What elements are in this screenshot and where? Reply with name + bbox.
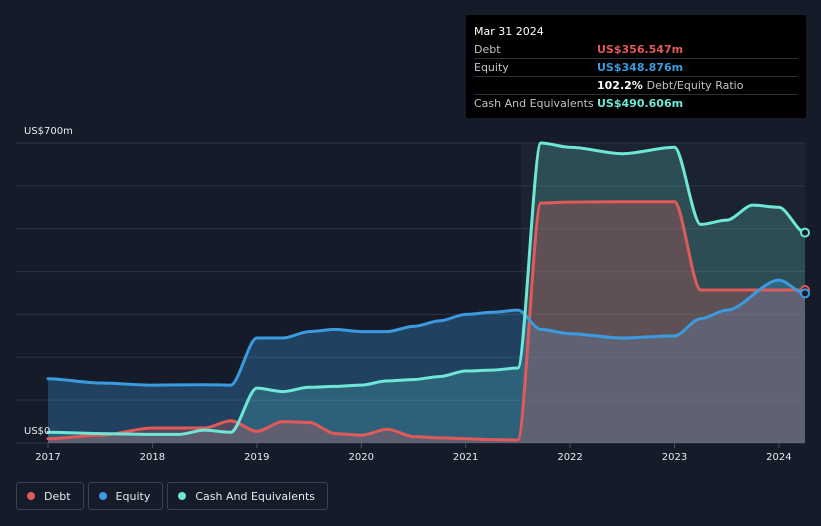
tooltip-value-ratio: 102.2% Debt/Equity Ratio bbox=[597, 77, 743, 94]
tooltip-row-cash: Cash And Equivalents US$490.606m bbox=[474, 94, 798, 112]
chart-legend: Debt Equity Cash And Equivalents bbox=[16, 482, 328, 510]
tooltip-label: Cash And Equivalents bbox=[474, 97, 594, 110]
area-equity bbox=[48, 280, 805, 443]
area-cash-and-equivalents bbox=[48, 143, 805, 443]
tooltip-label: Equity bbox=[474, 61, 509, 74]
legend-label: Debt bbox=[44, 489, 71, 503]
legend-label: Cash And Equivalents bbox=[195, 489, 315, 503]
legend-dot-cash bbox=[178, 492, 187, 500]
y-axis-labels: US$700m US$0 bbox=[24, 126, 73, 437]
tooltip-row-equity: Equity US$348.876m bbox=[474, 58, 798, 76]
y-tick-label: US$0 bbox=[24, 426, 50, 437]
legend-item-debt[interactable]: Debt bbox=[16, 482, 84, 510]
legend-dot-debt bbox=[27, 492, 35, 500]
tooltip-row-debt: Debt US$356.547m bbox=[474, 41, 798, 58]
grid-lines bbox=[16, 142, 805, 444]
y-tick-label: US$700m bbox=[24, 126, 73, 137]
x-tick-label: 2022 bbox=[557, 452, 582, 463]
tooltip-value-cash: US$490.606m bbox=[597, 97, 684, 110]
tooltip-panel: Mar 31 2024 Debt US$356.547m Equity US$3… bbox=[466, 15, 806, 118]
x-tick-label: 2019 bbox=[244, 452, 269, 463]
legend-item-equity[interactable]: Equity bbox=[87, 482, 164, 510]
tooltip-row-ratio: 102.2% Debt/Equity Ratio bbox=[474, 76, 798, 94]
legend-dot-equity bbox=[98, 492, 107, 500]
end-marker-equity bbox=[800, 288, 810, 299]
tooltip-value-equity: US$348.876m bbox=[597, 61, 684, 74]
tooltip-value-debt: US$356.547m bbox=[597, 43, 684, 56]
area-debt bbox=[48, 201, 805, 443]
end-marker-cash-and-equivalents bbox=[800, 227, 810, 238]
ratio-value: 102.2% bbox=[597, 79, 643, 92]
line-cash-and-equivalents bbox=[46, 141, 807, 436]
x-tick-label: 2017 bbox=[35, 452, 60, 463]
series-areas bbox=[48, 143, 805, 443]
x-tick-label: 2024 bbox=[766, 452, 791, 463]
series-lines bbox=[46, 141, 807, 442]
x-axis-labels: 2017 2018 2019 2020 2021 2022 2023 2024 bbox=[35, 443, 792, 463]
legend-label: Equity bbox=[115, 489, 151, 503]
x-tick-label: 2020 bbox=[349, 452, 374, 463]
tooltip-date: Mar 31 2024 bbox=[474, 25, 544, 38]
end-markers bbox=[800, 227, 810, 299]
x-tick-label: 2021 bbox=[453, 452, 478, 463]
x-tick-label: 2018 bbox=[140, 452, 165, 463]
ratio-suffix: Debt/Equity Ratio bbox=[646, 79, 744, 92]
line-debt bbox=[46, 200, 807, 442]
x-tick-label: 2023 bbox=[662, 452, 687, 463]
tooltip-label bbox=[474, 77, 597, 94]
tooltip-label: Debt bbox=[474, 43, 501, 56]
line-equity bbox=[46, 278, 807, 387]
legend-item-cash[interactable]: Cash And Equivalents bbox=[167, 482, 328, 510]
